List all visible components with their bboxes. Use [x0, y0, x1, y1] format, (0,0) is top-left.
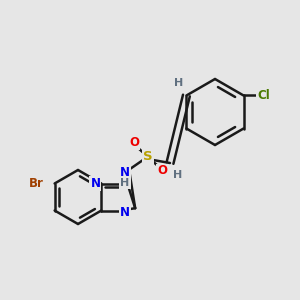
Text: O: O: [157, 164, 167, 178]
Text: H: H: [120, 178, 130, 188]
Text: N: N: [90, 177, 100, 190]
Text: N: N: [120, 206, 130, 219]
Text: Br: Br: [29, 177, 44, 190]
Text: Cl: Cl: [257, 89, 270, 102]
Text: N: N: [120, 166, 130, 178]
Text: H: H: [173, 170, 183, 180]
Text: O: O: [129, 136, 139, 149]
Text: H: H: [174, 77, 183, 88]
Text: S: S: [143, 151, 153, 164]
